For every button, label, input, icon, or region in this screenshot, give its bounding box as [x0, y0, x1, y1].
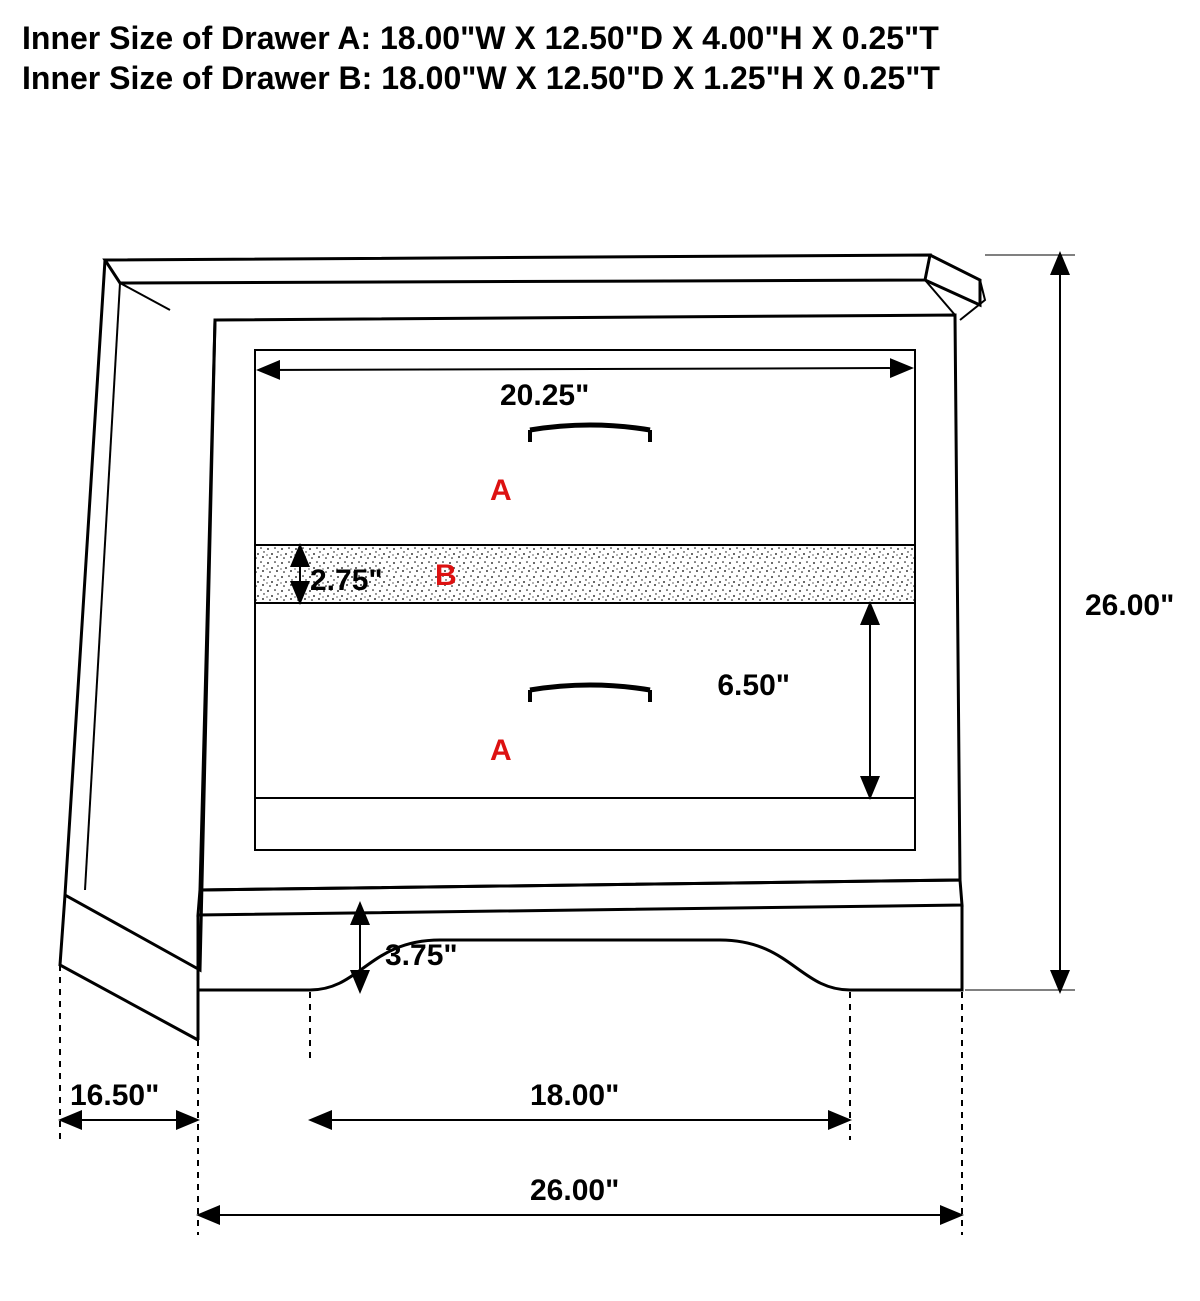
label-drawer-a-top: A — [490, 474, 512, 507]
svg-text:6.50": 6.50" — [717, 669, 790, 702]
label-drawer-b: B — [435, 559, 457, 592]
label-drawer-a-bottom: A — [490, 734, 512, 767]
svg-text:18.00": 18.00" — [530, 1079, 619, 1112]
svg-text:26.00": 26.00" — [1085, 589, 1174, 622]
cabinet-outline — [0, 0, 985, 1040]
dim-depth: 16.50" — [62, 1079, 196, 1120]
dim-front-width: 18.00" — [312, 1079, 848, 1120]
extension-lines — [60, 965, 962, 1235]
dim-total-width: 26.00" — [200, 1174, 960, 1215]
dim-foot-height: 3.75" — [360, 905, 458, 990]
page: Inner Size of Drawer A: 18.00"W X 12.50"… — [0, 0, 1200, 1301]
svg-text:16.50": 16.50" — [70, 1079, 159, 1112]
svg-text:3.75": 3.75" — [385, 939, 458, 972]
dimension-drawing: A B A 20.25" 2.75" 6.50" 26.00" 3.75" — [0, 0, 1200, 1301]
svg-text:2.75": 2.75" — [310, 564, 383, 597]
svg-text:26.00": 26.00" — [530, 1174, 619, 1207]
svg-text:20.25": 20.25" — [500, 379, 589, 412]
dim-total-height: 26.00" — [965, 255, 1174, 990]
